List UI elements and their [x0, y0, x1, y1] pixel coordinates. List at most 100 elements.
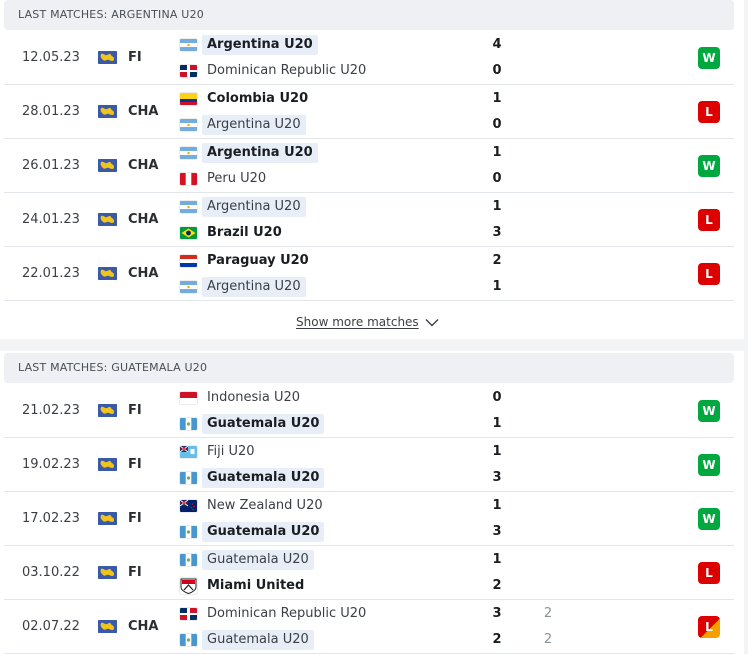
result-badge: W [698, 508, 720, 530]
home-score: 1 [492, 145, 502, 160]
away-score: 3 [492, 524, 502, 539]
home-score: 1 [492, 498, 502, 513]
home-score: 1 [492, 91, 502, 106]
match-row[interactable]: 19.02.23 FI Fiji U20 Guatemala U20 1 3 W [4, 438, 734, 492]
home-score: 0 [492, 390, 502, 405]
result-badge: L [698, 209, 720, 231]
away-penalty-score: 2 [543, 632, 553, 647]
section-title: LAST MATCHES: ARGENTINA U20 [18, 8, 204, 21]
competition-code: FI [128, 565, 142, 580]
gt-flag-icon [180, 554, 197, 566]
section-header: LAST MATCHES: ARGENTINA U20 [4, 0, 734, 30]
pe-flag-icon [180, 173, 197, 185]
away-team-name: Guatemala U20 [202, 414, 325, 434]
gt-flag-icon [180, 472, 197, 484]
match-row[interactable]: 17.02.23 FI New Zealand U20 Guatemala U2… [4, 492, 734, 546]
match-date: 21.02.23 [22, 403, 80, 418]
home-team: Argentina U20 [180, 35, 500, 55]
result-badge: L [698, 263, 720, 285]
match-row[interactable]: 12.05.23 FI Argentina U20 Dominican Repu… [4, 31, 734, 85]
world-flag-icon [98, 159, 117, 172]
home-team-name: Dominican Republic U20 [207, 606, 367, 621]
away-score: 2 [492, 632, 502, 647]
nz-flag-icon [180, 500, 197, 512]
competition-code: FI [128, 457, 142, 472]
away-score: 0 [492, 171, 502, 186]
away-team-name: Dominican Republic U20 [207, 63, 367, 78]
match-row[interactable]: 02.07.22 CHA Dominican Republic U20 Guat… [4, 600, 734, 654]
home-team: Argentina U20 [180, 143, 500, 163]
fj-flag-icon [180, 446, 197, 458]
match-date: 12.05.23 [22, 50, 80, 65]
match-date: 19.02.23 [22, 457, 80, 472]
away-team: Miami United [180, 576, 500, 596]
section-title: LAST MATCHES: GUATEMALA U20 [18, 361, 208, 374]
away-score: 1 [492, 279, 502, 294]
away-team-name: Brazil U20 [207, 225, 282, 240]
home-team: Paraguay U20 [180, 251, 500, 271]
world-flag-icon [98, 213, 117, 226]
section-header: LAST MATCHES: GUATEMALA U20 [4, 353, 734, 383]
away-team: Argentina U20 [180, 115, 500, 135]
gt-flag-icon [180, 634, 197, 646]
away-score: 1 [492, 416, 502, 431]
home-team-name: New Zealand U20 [207, 498, 323, 513]
home-team-name: Argentina U20 [202, 143, 318, 163]
br-flag-icon [180, 227, 197, 239]
home-team-name: Guatemala U20 [202, 550, 314, 570]
away-team: Peru U20 [180, 169, 500, 189]
competition-code: CHA [128, 266, 159, 281]
away-team: Guatemala U20 [180, 522, 500, 542]
away-team-name: Guatemala U20 [202, 630, 314, 650]
match-row[interactable]: 28.01.23 CHA Colombia U20 Argentina U20 … [4, 85, 734, 139]
show-more-label: Show more matches [296, 315, 419, 329]
match-row[interactable]: 21.02.23 FI Indonesia U20 Guatemala U20 … [4, 384, 734, 438]
match-row[interactable]: 03.10.22 FI Guatemala U20 Miami United 1… [4, 546, 734, 600]
world-flag-icon [98, 620, 117, 633]
competition-code: FI [128, 50, 142, 65]
home-score: 1 [492, 444, 502, 459]
world-flag-icon [98, 51, 117, 64]
away-team: Argentina U20 [180, 277, 500, 297]
home-score: 3 [492, 606, 502, 621]
gt-flag-icon [180, 418, 197, 430]
away-score: 0 [492, 117, 502, 132]
away-team-name: Argentina U20 [202, 277, 306, 297]
away-team: Dominican Republic U20 [180, 61, 500, 81]
show-more-matches-link[interactable]: Show more matches [296, 312, 439, 332]
match-row[interactable]: 26.01.23 CHA Argentina U20 Peru U20 1 0 … [4, 139, 734, 193]
py-flag-icon [180, 255, 197, 267]
home-team-name: Fiji U20 [207, 444, 255, 459]
away-score: 3 [492, 470, 502, 485]
home-team: Indonesia U20 [180, 388, 500, 408]
match-date: 26.01.23 [22, 158, 80, 173]
result-badge: L [698, 616, 720, 638]
match-date: 22.01.23 [22, 266, 80, 281]
competition-code: FI [128, 511, 142, 526]
ar-flag-icon [180, 39, 197, 51]
ar-flag-icon [180, 147, 197, 159]
away-team-name: Argentina U20 [202, 115, 306, 135]
match-row[interactable]: 22.01.23 CHA Paraguay U20 Argentina U20 … [4, 247, 734, 301]
gt-flag-icon [180, 526, 197, 538]
competition-code: CHA [128, 619, 159, 634]
away-score: 0 [492, 63, 502, 78]
match-date: 24.01.23 [22, 212, 80, 227]
home-team: Guatemala U20 [180, 550, 500, 570]
home-score: 2 [492, 253, 502, 268]
match-date: 02.07.22 [22, 619, 80, 634]
home-score: 4 [492, 37, 502, 52]
away-team: Guatemala U20 [180, 468, 500, 488]
home-team-name: Argentina U20 [202, 35, 318, 55]
away-team-name: Peru U20 [207, 171, 267, 186]
match-row[interactable]: 24.01.23 CHA Argentina U20 Brazil U20 1 … [4, 193, 734, 247]
world-flag-icon [98, 458, 117, 471]
world-flag-icon [98, 267, 117, 280]
home-team-name: Colombia U20 [207, 91, 309, 106]
away-team: Guatemala U20 [180, 630, 500, 650]
away-team-name: Guatemala U20 [202, 468, 325, 488]
home-team: Argentina U20 [180, 197, 500, 217]
away-team-name: Guatemala U20 [202, 522, 325, 542]
away-team-name: Miami United [207, 578, 305, 593]
home-team-name: Indonesia U20 [207, 390, 301, 405]
